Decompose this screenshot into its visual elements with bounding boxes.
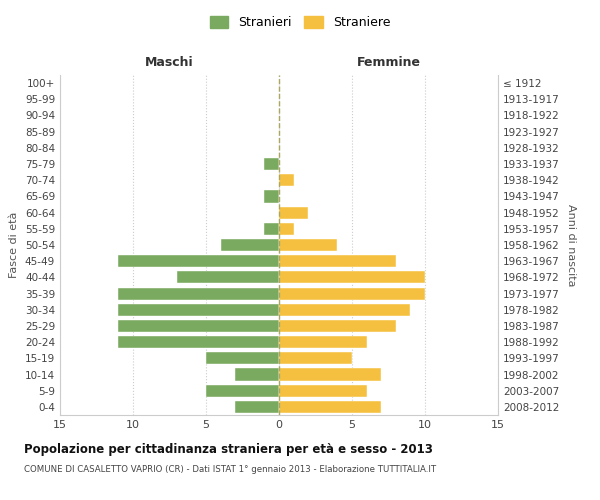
Text: Femmine: Femmine <box>356 56 421 68</box>
Bar <box>279 368 381 380</box>
Bar <box>265 190 279 202</box>
Bar <box>235 368 279 380</box>
Bar <box>279 304 410 316</box>
Bar <box>279 336 367 348</box>
Bar <box>118 288 279 300</box>
Bar <box>279 288 425 300</box>
Bar <box>177 272 279 283</box>
Bar <box>279 272 425 283</box>
Bar <box>206 384 279 397</box>
Bar <box>118 320 279 332</box>
Text: COMUNE DI CASALETTO VAPRIO (CR) - Dati ISTAT 1° gennaio 2013 - Elaborazione TUTT: COMUNE DI CASALETTO VAPRIO (CR) - Dati I… <box>24 465 436 474</box>
Bar <box>265 158 279 170</box>
Bar <box>206 352 279 364</box>
Bar <box>118 304 279 316</box>
Bar <box>279 174 293 186</box>
Bar <box>279 255 396 268</box>
Bar <box>279 384 367 397</box>
Bar <box>235 401 279 413</box>
Bar <box>221 239 279 251</box>
Bar <box>279 320 396 332</box>
Text: Maschi: Maschi <box>145 56 194 68</box>
Bar <box>279 239 337 251</box>
Bar <box>118 255 279 268</box>
Text: Popolazione per cittadinanza straniera per età e sesso - 2013: Popolazione per cittadinanza straniera p… <box>24 442 433 456</box>
Y-axis label: Anni di nascita: Anni di nascita <box>566 204 576 286</box>
Bar <box>118 336 279 348</box>
Bar <box>265 222 279 235</box>
Bar <box>279 352 352 364</box>
Y-axis label: Fasce di età: Fasce di età <box>10 212 19 278</box>
Bar <box>279 401 381 413</box>
Legend: Stranieri, Straniere: Stranieri, Straniere <box>205 11 395 34</box>
Bar <box>279 222 293 235</box>
Bar <box>279 206 308 218</box>
